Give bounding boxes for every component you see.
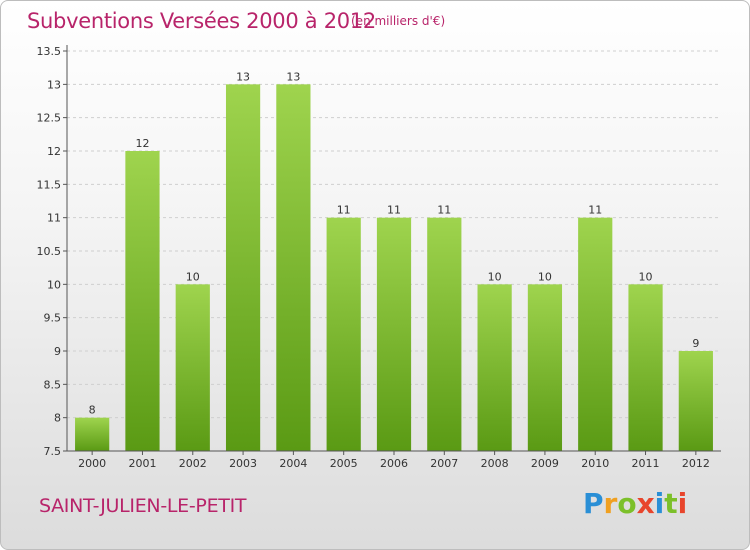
y-tick-label: 13.5 [37,45,62,58]
x-tick-label: 2008 [481,457,509,470]
logo-letter: r [603,487,618,520]
bar [276,84,311,451]
bar [326,217,361,451]
logo-letter: o [617,487,637,520]
x-tick-label: 2007 [430,457,458,470]
x-tick-label: 2001 [128,457,156,470]
data-label: 11 [387,204,401,217]
proxiti-logo: Proxiti [583,487,687,520]
chart-title: Subventions Versées 2000 à 2012 [27,9,376,33]
logo-letter: i [654,487,665,520]
x-tick-label: 2009 [531,457,559,470]
commune-name: SAINT-JULIEN-LE-PETIT [39,495,247,517]
bar [376,217,412,451]
x-tick-label: 2006 [380,457,408,470]
logo-letter: t [664,487,678,520]
data-label: 10 [538,270,552,283]
data-label: 11 [337,204,351,217]
data-label: 11 [588,204,602,217]
axes: 7.5 8 8.5 9 9.5 10 10.5 11 11.5 12 12.5 13 13.5 2000 2… [37,45,721,470]
bar [527,284,563,451]
y-tick-label: 8.5 [44,378,62,391]
y-tick-label: 12.5 [37,112,62,125]
x-tick-label: 2010 [581,457,609,470]
bar [225,84,261,451]
data-label: 10 [639,270,653,283]
y-tick-label: 12 [47,145,61,158]
bar [175,284,210,451]
data-label: 8 [89,404,96,417]
data-label: 11 [437,204,451,217]
data-label: 12 [135,137,149,150]
logo-letter: P [583,487,604,520]
data-label: 10 [186,270,200,283]
data-label: 10 [488,270,502,283]
x-tick-label: 2000 [78,457,106,470]
bar [427,217,462,451]
y-tick-label: 7.5 [44,445,62,458]
bar [678,351,713,451]
x-tick-label: 2004 [279,457,307,470]
bar [125,151,160,451]
y-tick-label: 10 [47,278,61,291]
bar [628,284,663,451]
x-tick-label: 2012 [682,457,710,470]
y-tick-label: 9 [54,345,61,358]
y-tick-label: 11.5 [37,178,62,191]
x-tick-label: 2002 [179,457,207,470]
y-tick-label: 11 [47,212,61,225]
bars: 8 12 10 13 13 11 11 11 10 10 11 10 9 [75,70,713,451]
y-tick-label: 8 [54,412,61,425]
x-tick-label: 2005 [330,457,358,470]
x-tick-label: 2003 [229,457,257,470]
data-label: 9 [692,337,699,350]
unit-note: (en milliers d'€) [351,14,446,28]
bar [75,417,110,451]
x-tick-label: 2011 [632,457,660,470]
logo-letter: i [677,487,688,520]
y-tick-label: 9.5 [44,312,62,325]
data-label: 13 [286,70,300,83]
y-tick-label: 13 [47,78,61,91]
y-tick-label: 10.5 [37,245,62,258]
bar [477,284,512,451]
data-label: 13 [236,70,250,83]
logo-letter: x [636,487,655,520]
bar [578,217,613,451]
